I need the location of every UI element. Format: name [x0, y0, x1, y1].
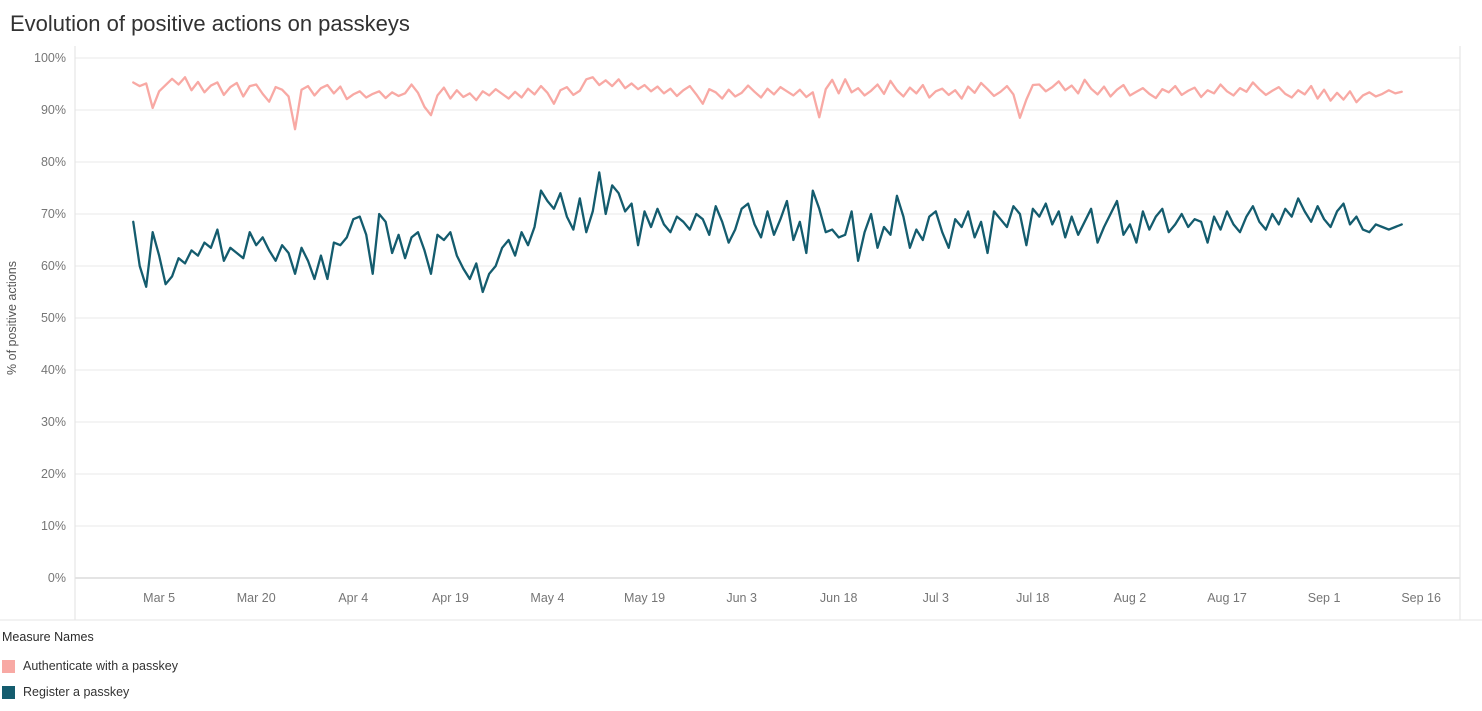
x-tick-label-aug-17: Aug 17: [1207, 591, 1247, 605]
y-tick-label-20: 20%: [41, 467, 66, 481]
y-tick-label-100: 100%: [34, 51, 66, 65]
legend-item-register[interactable]: Register a passkey: [2, 679, 1482, 705]
x-tick-label-jun-18: Jun 18: [820, 591, 858, 605]
y-tick-label-50: 50%: [41, 311, 66, 325]
legend-swatch-authenticate-icon[interactable]: [2, 659, 15, 673]
legend-item-authenticate[interactable]: Authenticate with a passkey: [2, 653, 1482, 679]
x-tick-label-sep-16: Sep 16: [1401, 591, 1441, 605]
x-tick-label-apr-19: Apr 19: [432, 591, 469, 605]
x-tick-label-jun-3: Jun 3: [726, 591, 757, 605]
y-tick-label-30: 30%: [41, 415, 66, 429]
y-tick-label-40: 40%: [41, 363, 66, 377]
x-tick-label-may-4: May 4: [530, 591, 564, 605]
legend: Measure Names Authenticate with a passke…: [0, 624, 1482, 705]
legend-label-authenticate: Authenticate with a passkey: [23, 659, 178, 673]
line-chart: 0% 10% 20% 30% 40% 50% 60% 70% 80% 90% 100% Mar 5 Ma…: [0, 46, 1482, 621]
y-tick-label-80: 80%: [41, 155, 66, 169]
legend-label-register: Register a passkey: [23, 685, 130, 699]
x-tick-label-aug-2: Aug 2: [1114, 591, 1147, 605]
x-tick-label-jul-3: Jul 3: [923, 591, 949, 605]
y-axis-title: % of positive actions: [5, 261, 19, 375]
chart-title: Evolution of positive actions on passkey…: [10, 11, 410, 36]
series-line-authenticate-with-a-passkey[interactable]: [132, 76, 1403, 131]
y-tick-label-60: 60%: [41, 259, 66, 273]
y-tick-label-10: 10%: [41, 519, 66, 533]
x-tick-label-mar-5: Mar 5: [143, 591, 175, 605]
x-tick-label-apr-4: Apr 4: [338, 591, 368, 605]
y-tick-label-70: 70%: [41, 207, 66, 221]
y-tick-label-90: 90%: [41, 103, 66, 117]
legend-title: Measure Names: [2, 630, 94, 644]
y-tick-label-0: 0%: [48, 571, 66, 585]
x-tick-label-may-19: May 19: [624, 591, 665, 605]
series-line-register-a-passkey[interactable]: [132, 171, 1403, 294]
x-tick-label-jul-18: Jul 18: [1016, 591, 1049, 605]
x-tick-label-sep-1: Sep 1: [1308, 591, 1341, 605]
x-tick-label-mar-20: Mar 20: [237, 591, 276, 605]
legend-swatch-register-icon[interactable]: [2, 685, 15, 699]
